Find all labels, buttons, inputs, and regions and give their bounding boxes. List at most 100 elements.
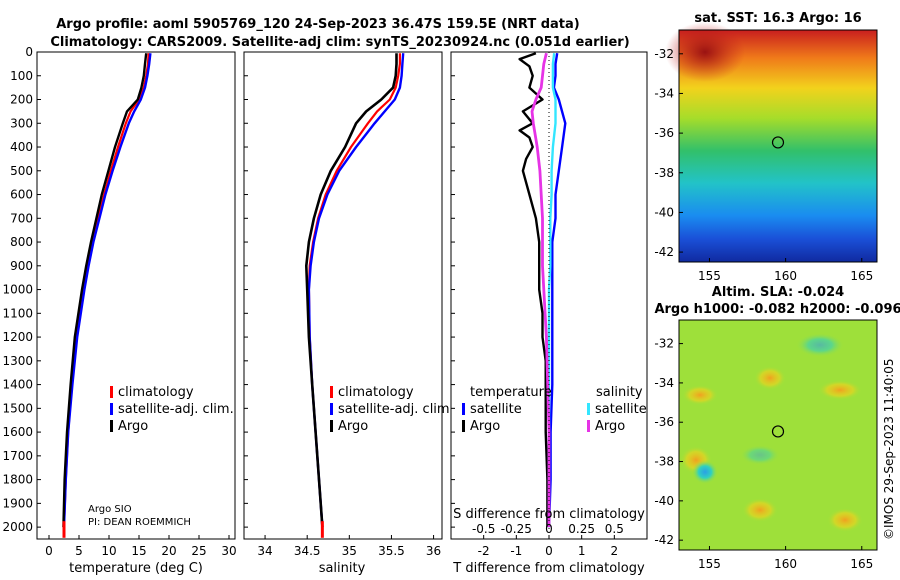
x-tick-label: 0: [545, 544, 553, 558]
x-tick-label: 35.5: [378, 544, 405, 558]
legend-label-climatology: climatology: [118, 385, 194, 400]
x-tick-label: 30: [221, 544, 236, 558]
legend-swatch-s-satellite: [587, 403, 590, 415]
legend-label-argo: Argo: [118, 419, 148, 434]
series-line-argo: [304, 53, 398, 528]
y-tick-label: 1400: [2, 378, 33, 392]
map-x-tick-label: 165: [850, 557, 873, 571]
x-tick-label: -1: [510, 544, 522, 558]
legend-swatch-climatology: [330, 386, 333, 398]
x-tick-label: 2: [611, 544, 619, 558]
legend-swatch-s-argo: [587, 420, 590, 432]
map-y-tick-label: -32: [654, 47, 674, 61]
t-difference-xlabel: T difference from climatology: [452, 561, 645, 576]
sla-cool-eddy: [692, 460, 718, 484]
sla-map-frame: [678, 319, 878, 551]
temperature-xlabel: temperature (deg C): [69, 561, 203, 576]
series-line-t-satellite: [547, 53, 567, 528]
legend-title-temperature: temperature: [470, 385, 552, 400]
y-tick-label: 1100: [2, 306, 33, 320]
map-y-tick-label: -42: [654, 533, 674, 547]
map-y-tick-label: -36: [654, 415, 674, 429]
legend-swatch-climatology: [110, 386, 113, 398]
salinity-xlabel: salinity: [319, 561, 366, 576]
difference-legend: temperature satellite Argo salinity sate…: [462, 385, 647, 434]
legend-swatch-satellite: [110, 403, 113, 415]
y-tick-label: 600: [10, 188, 33, 202]
map-y-tick-label: -40: [654, 205, 674, 219]
legend-label-t-satellite: satellite: [470, 402, 522, 417]
y-tick-label: 1200: [2, 330, 33, 344]
legend-swatch-t-satellite: [462, 403, 465, 415]
map-y-tick-label: -38: [654, 455, 674, 469]
temperature-panel: 0100200300400500600700800900100011001200…: [2, 45, 236, 576]
s-x-tick-label: 0.5: [605, 522, 624, 536]
legend-title-salinity: salinity: [596, 385, 643, 400]
map-y-tick-label: -42: [654, 245, 674, 259]
sla-cool-eddy: [796, 333, 844, 357]
x-tick-label: 34.5: [294, 544, 321, 558]
chart-title-line2: Climatology: CARS2009. Satellite-adj cli…: [50, 35, 629, 50]
map-x-tick-label: 160: [774, 269, 797, 283]
sla-map-panel: Altim. SLA: -0.024 Argo h1000: -0.082 h2…: [654, 285, 900, 571]
y-tick-label: 800: [10, 235, 33, 249]
legend-swatch-argo: [110, 420, 113, 432]
sst-map-title: sat. SST: 16.3 Argo: 16: [694, 11, 861, 26]
legend-label-s-argo: Argo: [595, 419, 625, 434]
pi-annotation: PI: DEAN ROEMMICH: [88, 517, 191, 528]
sla-map-title-line2: Argo h1000: -0.082 h2000: -0.096: [654, 302, 900, 317]
sla-warm-eddy: [827, 508, 863, 532]
y-tick-label: 400: [10, 140, 33, 154]
y-tick-label: 1900: [2, 496, 33, 510]
copyright-footer: ©IMOS 29-Sep-2023 11:40:05: [882, 358, 896, 540]
sla-map-title-line1: Altim. SLA: -0.024: [712, 285, 844, 300]
sst-warm-core: [665, 22, 745, 82]
s-x-tick-label: -0.5: [472, 522, 495, 536]
s-x-tick-label: -0.25: [501, 522, 532, 536]
series-line-satellite: [62, 53, 152, 528]
y-tick-label: 1700: [2, 449, 33, 463]
sst-argo-marker: [771, 136, 785, 149]
salinity-legend: climatology satellite-adj. clim. Argo: [330, 385, 454, 434]
chart-title-line1: Argo profile: aoml 5905769_120 24-Sep-20…: [56, 17, 580, 32]
salinity-axes-frame: [243, 51, 443, 540]
y-tick-label: 200: [10, 93, 33, 107]
sla-argo-marker: [771, 425, 785, 438]
map-y-tick-label: -38: [654, 166, 674, 180]
salinity-panel: 34 34.5 35 35.5 36 salinity climatology sate…: [243, 51, 454, 576]
s-difference-xlabel: S difference from climatology: [453, 507, 645, 522]
sst-map-frame: [678, 29, 878, 263]
legend-label-argo: Argo: [338, 419, 368, 434]
sla-warm-eddy: [754, 366, 786, 390]
map-x-tick-label: 160: [774, 557, 797, 571]
series-line-argo: [62, 53, 148, 528]
x-tick-label: 36: [426, 544, 441, 558]
legend-swatch-t-argo: [462, 420, 465, 432]
y-tick-label: 700: [10, 211, 33, 225]
y-tick-label: 500: [10, 164, 33, 178]
legend-label-t-argo: Argo: [470, 419, 500, 434]
sla-warm-eddy: [682, 385, 718, 405]
sst-map-panel: sat. SST: 16.3 Argo: 16 -32 -34 -36 -38 -40 -…: [654, 11, 878, 283]
temperature-axes-frame: [36, 51, 236, 540]
legend-label-satellite: satellite-adj. clim.: [118, 402, 234, 417]
x-tick-label: 35: [342, 544, 357, 558]
y-tick-label: 100: [10, 69, 33, 83]
x-tick-label: 10: [101, 544, 116, 558]
s-x-tick-label: 0.25: [568, 522, 595, 536]
legend-label-satellite: satellite-adj. clim.: [338, 402, 454, 417]
argo-sio-annotation: Argo SIO: [88, 504, 132, 515]
map-y-tick-label: -34: [654, 376, 674, 390]
x-tick-label: 25: [191, 544, 206, 558]
x-tick-label: 0: [45, 544, 53, 558]
map-y-tick-label: -36: [654, 126, 674, 140]
y-tick-label: 2000: [2, 520, 33, 534]
y-tick-label: 900: [10, 259, 33, 273]
x-tick-label: 20: [161, 544, 176, 558]
map-x-tick-label: 155: [698, 557, 721, 571]
map-x-tick-label: 165: [850, 269, 873, 283]
x-tick-label: 15: [131, 544, 146, 558]
y-tick-label: 300: [10, 116, 33, 130]
